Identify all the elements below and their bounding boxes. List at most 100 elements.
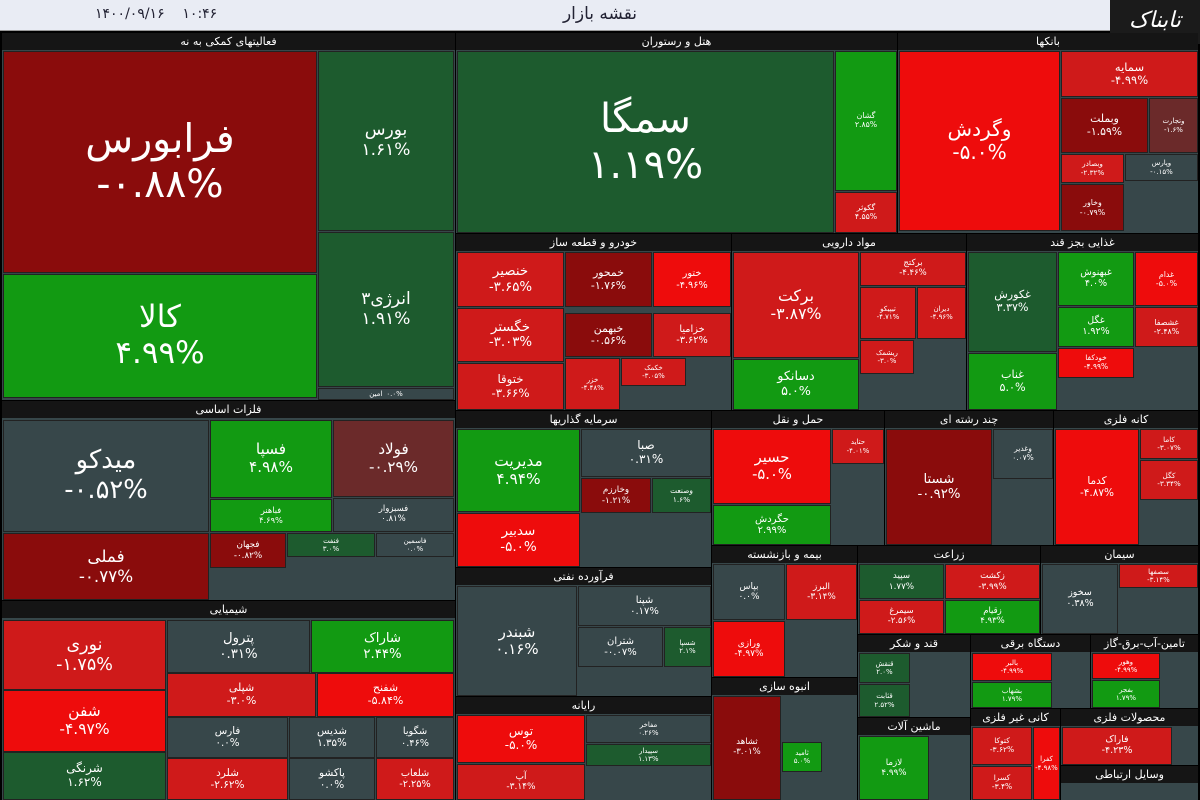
stock-change: -۰.۷۹% — [1079, 207, 1106, 217]
stock-change: -۴.۹۶% — [930, 313, 953, 321]
stock-tile: حسیر -۵.۰% — [713, 429, 831, 504]
stock-tile: شاراک ۲.۴۴% — [311, 620, 454, 673]
stock-tile: ختوقا -۳.۶۶% — [457, 363, 564, 410]
stock-tile: قنقش ۲.۰% — [859, 653, 910, 683]
stock-change: ۰.۲۶% — [638, 729, 659, 737]
stock-name: شستا — [923, 471, 955, 487]
stock-tile: ورازی -۴.۹۷% — [713, 621, 785, 677]
stock-change: ۱.۹۲% — [1082, 326, 1110, 337]
stock-change: -۲.۳۲% — [1080, 167, 1105, 177]
stock-tile: بالبر -۴.۹۹% — [972, 653, 1052, 681]
stock-change: ۲.۹۹% — [757, 525, 787, 536]
stock-change: -۳.۱۴% — [506, 782, 536, 792]
stock-name: شسپا — [679, 638, 696, 647]
stock-name: غگل — [1087, 315, 1105, 327]
stock-tile: خنصیر -۳.۶۵% — [457, 252, 564, 307]
stock-name: وصنعت — [670, 486, 693, 496]
stock-name: خزر — [586, 375, 599, 384]
stock-name: کتوکا — [994, 736, 1010, 746]
stock-change: -۰.۸۸% — [96, 162, 224, 207]
stock-tile: زکشت -۳.۹۹% — [945, 564, 1040, 599]
stock-tile: وتجارت -۱.۶% — [1149, 98, 1198, 153]
stock-change: -۱.۶% — [1164, 125, 1183, 134]
stock-name: بالبر — [1005, 658, 1019, 667]
sector-title: سرمایه گذاریها — [456, 411, 711, 428]
stock-change: ۰.۰% — [215, 736, 240, 749]
stock-change: ۱.۱۹% — [587, 142, 704, 188]
stock-change: -۰.۸۲% — [233, 550, 263, 561]
stock-change: ۰.۳۱% — [219, 646, 258, 662]
stock-name: سدبیر — [501, 523, 536, 540]
stock-change: ۴.۰% — [1084, 278, 1108, 289]
stock-change: ۱.۹۱% — [361, 308, 411, 329]
stock-tile: خزامیا -۳.۶۲% — [653, 313, 731, 357]
stock-tile: فولاد -۰.۲۹% — [333, 420, 454, 497]
stock-name: بفجر — [1119, 685, 1133, 694]
stock-tile: سیمرغ -۲.۵۶% — [859, 600, 944, 634]
sector-title: سیمان — [1041, 546, 1198, 563]
stock-name: برکتج — [903, 258, 923, 269]
sector-title: تامین-آب-برق-گاز — [1091, 635, 1198, 652]
stock-change: -۴.۲۳% — [1101, 745, 1133, 756]
stock-name: غناب — [1000, 367, 1024, 381]
stock-change: -۵.۰% — [952, 140, 1007, 164]
stock-name: گشان — [856, 111, 876, 121]
stock-change: -۰.۵۲% — [64, 475, 148, 505]
stock-name: فجهان — [236, 540, 260, 551]
sector-title: فعالیتهای کمکی به نه — [2, 33, 455, 50]
stock-tile: کاما -۳.۰۷% — [1140, 429, 1198, 459]
date: ۱۴۰۰/۰۹/۱۶ — [95, 6, 165, 22]
stock-change: -۱.۵۹% — [1086, 124, 1123, 138]
stock-change: -۲.۴۸% — [1153, 327, 1180, 336]
stock-change: ۱.۱۳% — [638, 755, 659, 763]
stock-change: ۲.۰% — [876, 668, 893, 676]
stock-tile: خگستر -۳.۰۳% — [457, 308, 564, 362]
stock-change: -۳.۶۲% — [989, 745, 1015, 754]
stock-tile: غناب ۵.۰% — [968, 353, 1057, 410]
stock-tile: غشصفا -۲.۴۸% — [1135, 307, 1198, 347]
stock-tile: فسبزوار ۰.۸۱% — [333, 498, 454, 532]
stock-change: -۳.۰۳% — [488, 335, 533, 350]
stock-change: -۴.۹۹% — [1114, 666, 1138, 674]
stock-name: شلرد — [216, 766, 239, 779]
stock-tile: لازما ۴.۹۹% — [859, 736, 929, 800]
stock-name: فرابورس — [85, 116, 235, 162]
stock-change: ۲.۸۵% — [854, 120, 878, 129]
stock-change: -۳.۶۶% — [491, 385, 530, 400]
stock-name: امین — [369, 389, 383, 398]
sector-title: رایانه — [456, 697, 711, 714]
stock-change: ۴.۹۸% — [249, 458, 293, 476]
stock-tile: وبملت -۱.۵۹% — [1061, 98, 1148, 153]
stock-name: غکورش — [994, 288, 1031, 302]
stock-name: کدما — [1087, 474, 1107, 487]
stock-name: وبملت — [1090, 112, 1119, 125]
stock-tile: حگردش ۲.۹۹% — [713, 505, 831, 545]
stock-name: شفن — [68, 702, 101, 721]
sector-title: دستگاه برقی — [971, 635, 1090, 652]
stock-name: شپلی — [228, 681, 255, 695]
stock-tile: شگویا ۰.۴۶% — [376, 717, 454, 758]
stock-name: شدیس — [317, 724, 347, 737]
stock-change: -۳.۰% — [877, 357, 897, 365]
sector-title: قند و شکر — [858, 635, 970, 652]
stock-tile: دیران -۴.۹۶% — [917, 287, 966, 339]
stock-change: -۳.۶۵% — [488, 279, 533, 295]
top-bar: نقشه بازار ۱۴۰۰/۰۹/۱۶ ۱۰:۴۶ — [0, 0, 1200, 31]
stock-change: -۵.۰% — [1155, 279, 1178, 288]
stock-tile: خمحور -۱.۷۶% — [565, 252, 652, 307]
stock-tile: شفنح -۵.۸۴% — [317, 673, 454, 717]
stock-change: -۲.۲۵% — [399, 779, 431, 790]
stock-change: -۳.۳۴% — [1157, 479, 1181, 488]
stock-tile: سخوز ۰.۳۸% — [1042, 564, 1118, 634]
stock-tile: کسرا -۳.۴% — [972, 766, 1032, 800]
stock-change: ۳.۳۷% — [996, 301, 1029, 314]
stock-tile: سپید ۱.۷۷% — [859, 564, 944, 599]
stock-change: -۰.۱۵% — [1150, 167, 1173, 176]
stock-change: -۰.۰۷% — [604, 647, 637, 658]
stock-tile: توس -۵.۰% — [457, 715, 585, 763]
stock-tile: شپلی -۳.۰% — [167, 673, 316, 717]
stock-tile: وبصادر -۲.۳۲% — [1061, 154, 1124, 183]
stock-name: فباهنر — [260, 505, 282, 516]
stock-name: توس — [508, 724, 534, 739]
